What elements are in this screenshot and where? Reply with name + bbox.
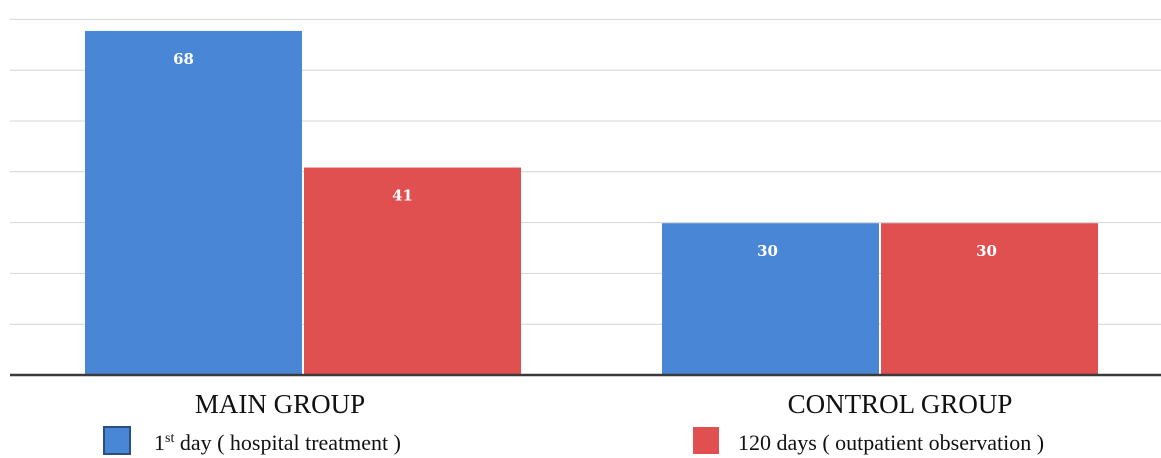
category-labels: MAIN GROUP CONTROL GROUP	[195, 389, 1013, 419]
bars: 68 41 30 30	[85, 30, 1098, 375]
data-label: 30	[976, 242, 997, 260]
legend-item: 120 days ( outpatient observation )	[693, 427, 1044, 455]
legend: 1st day ( hospital treatment ) 120 days (…	[103, 426, 1044, 455]
legend-label: 1st day ( hospital treatment )	[154, 430, 401, 455]
bar-control-series-2	[881, 223, 1098, 375]
legend-label: 120 days ( outpatient observation )	[738, 430, 1044, 455]
data-label: 41	[392, 187, 413, 205]
data-label: 68	[173, 50, 194, 68]
bar-main-series-2	[304, 167, 521, 375]
category-label: MAIN GROUP	[195, 389, 365, 419]
legend-item: 1st day ( hospital treatment )	[103, 426, 401, 455]
bar-main-series-1	[85, 30, 302, 375]
legend-swatch	[693, 427, 719, 454]
category-label: CONTROL GROUP	[788, 389, 1013, 419]
legend-swatch	[103, 426, 131, 455]
bar-control-series-1	[662, 223, 879, 375]
data-label: 30	[757, 242, 778, 260]
